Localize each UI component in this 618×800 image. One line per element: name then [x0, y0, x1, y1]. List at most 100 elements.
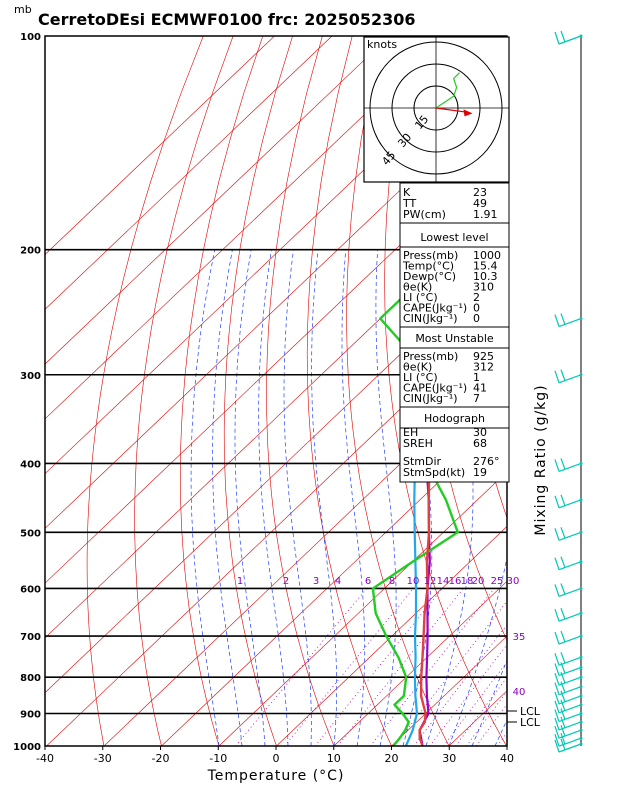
moist-adiabat-line	[402, 249, 433, 746]
isotherm-line	[276, 526, 507, 746]
mixing-ratio-label: 40	[513, 687, 526, 698]
right-axis-label: Mixing Ratio (g/kg)	[533, 384, 549, 535]
wind-barb-dot	[579, 703, 583, 707]
wind-barb-shaft	[558, 737, 582, 747]
wind-barb-shaft	[558, 656, 582, 666]
wind-barb-flag	[554, 608, 560, 622]
wind-barb-shaft	[558, 712, 582, 723]
wind-barb-shaft	[558, 561, 582, 571]
moist-adiabat-line	[258, 249, 289, 746]
wind-barb-flag	[554, 717, 560, 731]
wind-barb-flag	[560, 652, 566, 664]
mixing-ratio-label: 6	[365, 576, 371, 587]
pressure-tick-label: 800	[20, 673, 41, 684]
x-tick-label: 0	[273, 752, 280, 765]
table-row-value: 2	[473, 291, 480, 304]
table-section-header: Hodograph	[424, 412, 485, 425]
wind-barb-flag	[560, 30, 566, 43]
wind-barb-shaft	[558, 676, 582, 686]
dry-adiabat-line	[86, 36, 204, 746]
x-tick-label: -20	[152, 752, 170, 765]
wind-barb-flag	[554, 370, 560, 383]
table-row-label: PW(cm)	[403, 208, 446, 221]
wind-barb-flag	[560, 716, 566, 729]
wind-barb-flag	[560, 708, 566, 720]
wind-barb-flag	[560, 527, 566, 539]
wind-barb-dot	[579, 586, 583, 590]
wind-barb-dot	[579, 34, 583, 38]
wind-barb-flag	[554, 709, 560, 722]
wind-barb-flag	[554, 682, 560, 695]
wind-barb-dot	[579, 461, 583, 465]
wind-barb-shaft	[558, 729, 582, 739]
mixing-ratio-line	[369, 588, 495, 746]
wind-barb-flag	[560, 313, 566, 325]
pressure-tick-label: 100	[20, 32, 41, 43]
isotherm-line	[45, 36, 390, 365]
wind-barb-flag	[560, 690, 566, 703]
table-row-label: EH	[403, 426, 418, 439]
table-row-label: CIN(Jkg⁻¹)	[403, 392, 458, 405]
wind-barb-flag	[560, 699, 566, 712]
hodograph-trace	[435, 72, 460, 109]
moist-adiabat-line	[234, 249, 266, 746]
table-row-label: StmSpd(kt)	[403, 466, 465, 479]
x-axis-label: Temperature (°C)	[207, 768, 345, 784]
table-row-value: 1.91	[473, 208, 498, 221]
wind-barb-flag	[554, 653, 560, 666]
x-tick-label: -10	[209, 752, 227, 765]
moist-adiabat-line	[494, 719, 507, 746]
wind-barb-shaft	[558, 721, 582, 731]
dry-adiabat-line	[491, 36, 507, 355]
wind-barb-shaft	[558, 686, 582, 696]
storm-motion-vector	[435, 107, 469, 114]
table-row-value: 68	[473, 437, 487, 450]
table-row-label: Press(mb)	[403, 249, 458, 262]
wind-barb-dot	[579, 742, 583, 746]
wind-barb-dot	[579, 611, 583, 615]
isotherm-line	[218, 471, 507, 746]
wind-barb-flag	[554, 459, 560, 472]
table-row-label: K	[403, 186, 411, 199]
table-row-label: LI (°C)	[403, 291, 438, 304]
table-row-value: 41	[473, 382, 487, 395]
wind-barb-shaft	[558, 35, 582, 45]
isotherm-line	[45, 36, 448, 420]
hodograph-unit: knots	[367, 38, 397, 51]
wind-barb-flag	[554, 314, 560, 327]
wind-barb-flag	[554, 495, 560, 508]
wind-barb-flag	[554, 663, 560, 676]
wind-barb-flag	[560, 458, 566, 470]
moist-adiabat-line	[190, 249, 220, 746]
mixing-ratio-line	[443, 661, 507, 746]
table-row-label: CAPE(Jkg⁻¹)	[403, 302, 467, 315]
wind-barb-dot	[579, 665, 583, 669]
mixing-ratio-label: 30	[507, 576, 520, 587]
wind-barb-dot	[579, 634, 583, 638]
wind-barb-dot	[579, 736, 583, 740]
mixing-ratio-label: 1	[237, 576, 243, 587]
storm-motion-arrow	[463, 109, 473, 117]
mixing-ratio-label: 2	[283, 576, 289, 587]
lcl-label: LCL	[520, 705, 541, 718]
wind-barb-shaft	[558, 317, 582, 328]
table-row-label: Press(mb)	[403, 350, 458, 363]
mixing-ratio-line	[337, 588, 464, 746]
table-row-label: CIN(Jkg⁻¹)	[403, 312, 458, 325]
wind-barb-flag	[560, 369, 566, 381]
table-row-value: 925	[473, 350, 494, 363]
wind-barb-shaft	[558, 374, 582, 384]
x-tick-label: 20	[385, 752, 399, 765]
lcl-label: LCL	[520, 716, 541, 729]
mixing-ratio-label: 35	[513, 632, 526, 643]
wind-barb-flag	[554, 739, 560, 753]
table-row-label: SREH	[403, 437, 433, 450]
pressure-tick-label: 900	[20, 710, 41, 721]
wind-barb-flag	[554, 734, 560, 747]
pressure-tick-label: 1000	[13, 742, 41, 753]
wind-barb-shaft	[558, 666, 582, 676]
pressure-tick-label: 300	[20, 371, 41, 382]
table-row-value: 312	[473, 361, 494, 374]
mixing-ratio-label: 10	[407, 576, 420, 587]
